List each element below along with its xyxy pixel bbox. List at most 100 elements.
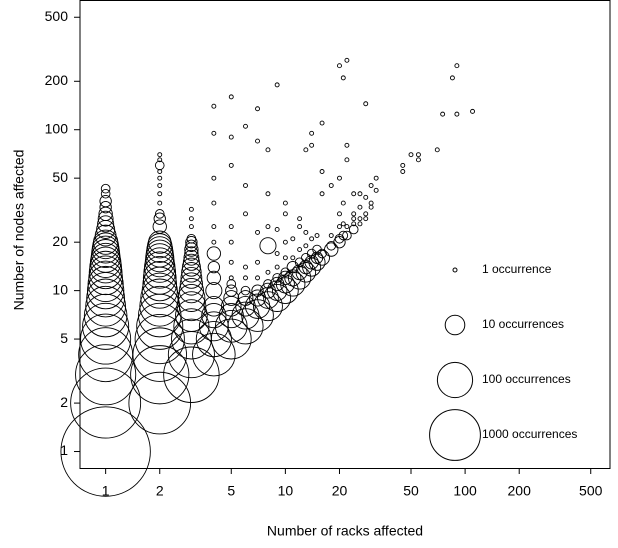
bubble <box>139 285 181 327</box>
bubble <box>98 206 113 221</box>
bubble <box>207 260 221 274</box>
bubble <box>147 233 173 259</box>
bubble <box>297 224 303 230</box>
bubble <box>157 183 163 188</box>
bubble <box>303 147 309 153</box>
bubble <box>333 236 346 249</box>
bubble <box>205 282 223 300</box>
bubble <box>319 191 325 197</box>
bubble <box>368 200 374 206</box>
bubble <box>228 275 234 281</box>
bubble <box>211 239 217 245</box>
bubble <box>235 295 256 317</box>
x-tick-label: 50 <box>403 483 419 499</box>
x-tick-label: 100 <box>453 483 477 499</box>
bubble <box>344 142 350 148</box>
bubble <box>340 200 346 206</box>
legend-symbol <box>429 409 481 461</box>
y-tick-label: 20 <box>52 233 68 249</box>
bubble <box>274 226 280 232</box>
bubble <box>188 216 194 222</box>
bubble <box>70 367 142 439</box>
bubble <box>363 194 369 200</box>
bubble <box>97 215 115 233</box>
bubble <box>157 191 163 197</box>
bubble <box>363 101 369 107</box>
bubble <box>148 230 172 254</box>
y-tick-label: 5 <box>60 330 68 346</box>
y-tick-label: 100 <box>45 120 69 136</box>
bubble <box>157 152 163 158</box>
bubble <box>99 194 112 208</box>
bubble <box>228 134 234 140</box>
legend-symbol <box>436 361 474 399</box>
bubble <box>130 345 190 405</box>
bubble <box>144 247 175 278</box>
bubble <box>363 216 369 222</box>
bubble <box>255 138 260 144</box>
bubble <box>170 318 212 360</box>
bubble <box>210 318 252 360</box>
bubble <box>228 162 234 168</box>
bubble <box>145 239 174 268</box>
bubble <box>163 346 220 403</box>
bubble <box>182 253 200 271</box>
bubble <box>319 169 325 174</box>
bubble <box>244 293 271 319</box>
bubble <box>255 229 260 235</box>
bubble <box>228 259 234 265</box>
bubble <box>290 255 296 261</box>
bubble <box>265 269 271 275</box>
bubble <box>184 246 199 261</box>
bubble <box>99 201 112 214</box>
bubble <box>368 204 374 210</box>
bubble <box>255 259 260 265</box>
y-tick-label: 10 <box>52 281 68 297</box>
bubble <box>434 147 440 153</box>
bubble <box>78 327 134 383</box>
bubble <box>255 106 260 112</box>
legend-label: 1 occurrence <box>482 262 552 276</box>
bubble <box>206 246 221 261</box>
bubble <box>179 272 204 296</box>
bubble <box>342 230 352 241</box>
bubble <box>186 233 197 244</box>
bubble <box>265 191 271 197</box>
bubble <box>274 264 280 270</box>
bubble <box>60 406 151 497</box>
bubble <box>136 302 184 350</box>
bubble <box>154 160 165 171</box>
bubble <box>211 175 217 181</box>
bubble <box>175 299 208 332</box>
bubble <box>228 239 234 245</box>
bubble <box>75 344 137 406</box>
bubble <box>290 236 296 242</box>
x-tick-label: 5 <box>227 483 235 499</box>
bubble <box>243 264 248 270</box>
bubble <box>228 224 234 230</box>
bubble <box>309 142 315 148</box>
bubble <box>93 229 119 255</box>
bubble <box>142 261 177 295</box>
legend-label: 10 occurrences <box>482 317 564 331</box>
bubble <box>201 302 227 329</box>
bubble <box>243 211 248 217</box>
y-tick-label: 1 <box>60 442 68 458</box>
bubble <box>337 175 342 181</box>
bubble <box>253 291 283 322</box>
legend-symbol <box>452 267 458 273</box>
bubble <box>255 275 260 281</box>
bubble <box>272 277 299 304</box>
bubble <box>181 262 202 283</box>
bubble <box>340 221 346 227</box>
legend-label: 1000 occurrences <box>482 427 577 441</box>
bubble <box>351 211 357 217</box>
y-tick-label: 50 <box>52 169 68 185</box>
bubble <box>282 255 288 261</box>
bubble <box>143 255 177 289</box>
bubble <box>337 224 342 230</box>
bubble <box>144 251 176 283</box>
x-tick-label: 10 <box>278 483 294 499</box>
bubble <box>177 284 206 312</box>
bubble <box>363 211 369 217</box>
